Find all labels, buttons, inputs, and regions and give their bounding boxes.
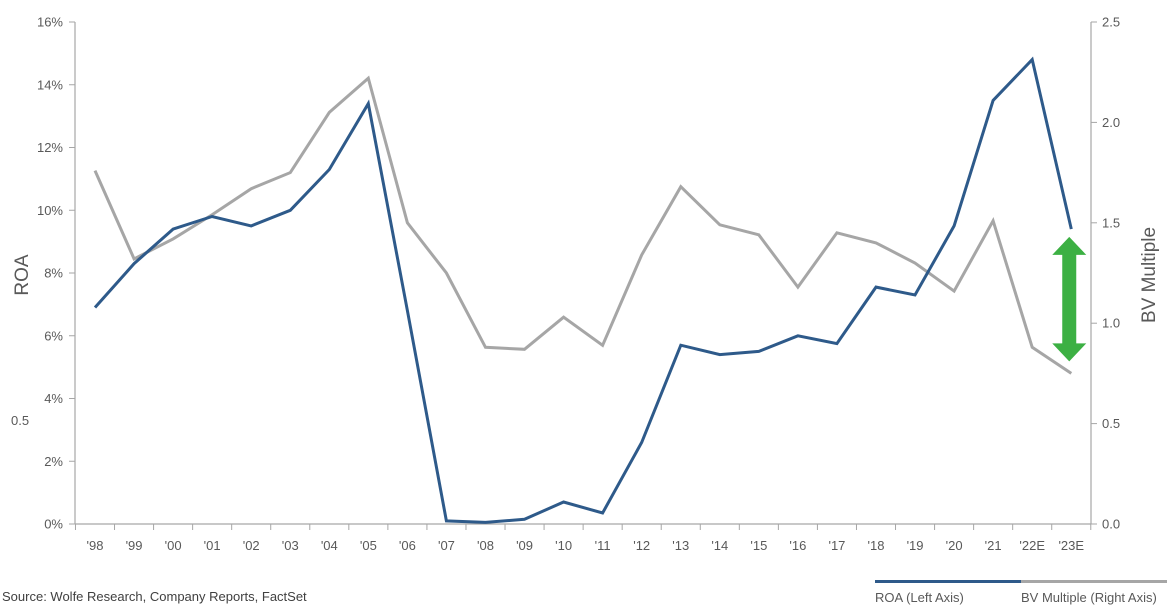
left-tick-label: 12% [37, 140, 63, 155]
x-tick-label: '07 [438, 538, 455, 553]
stray-axis-label: 0.5 [11, 413, 30, 428]
x-tick-label: '23E [1058, 538, 1084, 553]
x-tick-label: '11 [595, 538, 611, 553]
right-tick-label: 2.0 [1102, 115, 1120, 130]
annotation [1052, 236, 1087, 362]
axes [74, 22, 1092, 525]
x-tick-label: '19 [907, 538, 924, 553]
x-tick-label: '98 [87, 538, 104, 553]
x-tick-label: '05 [360, 538, 377, 553]
left-tick-label: 14% [37, 77, 63, 92]
right-tick-label: 0.0 [1102, 517, 1120, 532]
roa-line [93, 56, 1073, 524]
right-tick-label: 0.5 [1102, 416, 1120, 431]
x-tick-label: '17 [828, 538, 845, 553]
left-tick-label: 2% [44, 454, 63, 469]
left-axis-ticks: 0% 2% 4% 6% 8% 10% 12% 14% 16% [37, 15, 75, 532]
x-tick-label: '18 [868, 538, 885, 553]
bv-multiple-line [93, 75, 1073, 375]
source-note: Source: Wolfe Research, Company Reports,… [2, 589, 307, 604]
left-tick-label: 6% [44, 328, 63, 343]
x-tick-label: '02 [243, 538, 260, 553]
right-axis-ticks: 0.0 0.5 1.0 1.5 2.0 2.5 [1091, 15, 1120, 532]
x-tick-label: '04 [321, 538, 338, 553]
x-axis-ticks: '98 '99 '00 '01 '02 '03 '04 '05 '06 '07 '08 '09 '10 '… [74, 524, 1092, 553]
x-tick-label: '16 [789, 538, 806, 553]
left-tick-label: 0% [44, 517, 63, 532]
right-tick-label: 1.0 [1102, 316, 1120, 331]
x-tick-label: '10 [555, 538, 572, 553]
x-tick-label: '06 [399, 538, 416, 553]
x-tick-label: '14 [711, 538, 728, 553]
x-tick-label: '09 [516, 538, 533, 553]
series-lines [93, 56, 1073, 524]
x-tick-label: '12 [633, 538, 650, 553]
right-tick-label: 1.5 [1102, 215, 1120, 230]
x-tick-label: '03 [282, 538, 299, 553]
x-tick-label: '01 [204, 538, 221, 553]
x-tick-label: '08 [477, 538, 494, 553]
x-tick-label: '00 [165, 538, 182, 553]
left-tick-label: 10% [37, 203, 63, 218]
left-axis-title: ROA [12, 254, 33, 296]
x-tick-label: '21 [985, 538, 1002, 553]
double-arrow-annotation [1052, 236, 1087, 362]
x-tick-label: '15 [750, 538, 767, 553]
left-tick-label: 8% [44, 266, 63, 281]
x-tick-label: '99 [126, 538, 143, 553]
legend-bv-multiple: BV Multiple (Right Axis) [1021, 580, 1167, 606]
legend-roa: ROA (Left Axis) [875, 580, 1021, 606]
right-axis-title: BV Multiple [1139, 227, 1160, 323]
x-tick-label: '22E [1019, 538, 1045, 553]
roa-bv-multiple-chart: 0% 2% 4% 6% 8% 10% 12% 14% 16% 0.0 0.5 1.0 1.5 2.0 2.… [12, 15, 1160, 554]
x-tick-label: '20 [946, 538, 963, 553]
x-tick-label: '13 [672, 538, 689, 553]
right-tick-label: 2.5 [1102, 15, 1120, 30]
left-tick-label: 16% [37, 15, 63, 30]
left-tick-label: 4% [44, 391, 63, 406]
